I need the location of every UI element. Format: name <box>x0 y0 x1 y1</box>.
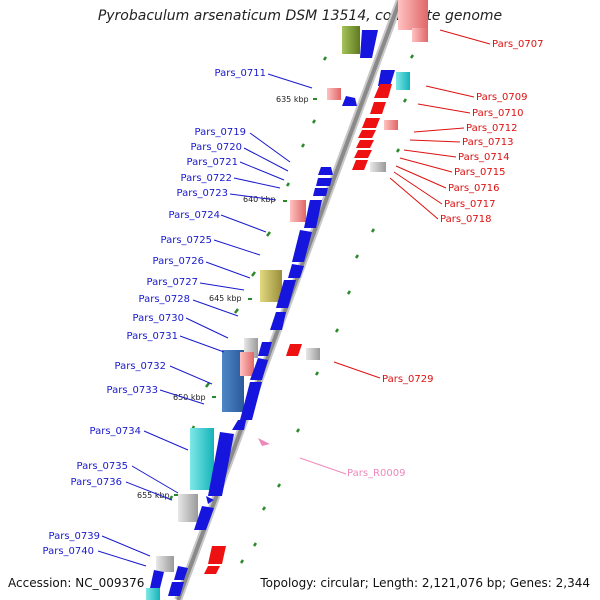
gene-arrow <box>208 546 226 564</box>
accession-label: Accession: NC_009376 <box>8 576 145 590</box>
gene-label-pars_0711: Pars_0711 <box>215 68 266 79</box>
kbp-ticks <box>174 98 317 496</box>
gene-arrow <box>288 264 304 278</box>
gene-box <box>178 494 198 522</box>
gene-box <box>384 120 398 130</box>
gene-box <box>240 352 254 376</box>
gene-arrow <box>206 496 214 504</box>
gene-box <box>306 348 320 360</box>
gene-label-pars_0719: Pars_0719 <box>195 127 246 138</box>
gene-arrow <box>354 150 372 158</box>
gene-arrow <box>286 344 302 356</box>
gene-arrow <box>378 70 395 86</box>
reverse-gene-labels: Pars_0707 Pars_0709 Pars_0710 Pars_0712 Pars… <box>382 39 543 385</box>
gene-label-pars_0726: Pars_0726 <box>153 256 204 267</box>
gene-label-pars_0740: Pars_0740 <box>43 546 94 557</box>
gene-arrow <box>316 178 332 186</box>
gene-arrow <box>360 30 378 58</box>
gene-box <box>290 200 306 222</box>
gene-label-pars_0739: Pars_0739 <box>49 531 100 542</box>
gene-label-pars_0721: Pars_0721 <box>187 157 238 168</box>
gene-label-pars_0723: Pars_0723 <box>177 188 228 199</box>
gene-arrow <box>168 582 184 596</box>
gene-label-pars_0718: Pars_0718 <box>440 214 491 225</box>
gene-label-pars_0725: Pars_0725 <box>161 235 212 246</box>
gene-box <box>342 26 360 54</box>
gene-label-pars_0714: Pars_0714 <box>458 152 509 163</box>
gene-box <box>190 428 214 490</box>
forward-gene-labels: Pars_0711 Pars_0719 Pars_0720 Pars_0721 Pars… <box>43 68 266 557</box>
gene-box <box>370 162 386 172</box>
gene-arrow <box>150 570 164 588</box>
gene-arrow <box>232 420 246 430</box>
gene-arrow <box>342 96 357 106</box>
gene-box <box>156 556 174 572</box>
reverse-strand-features <box>204 0 428 574</box>
gene-box <box>398 0 428 30</box>
gene-arrow <box>292 230 312 262</box>
kbp-label: 650 kbp <box>173 393 206 402</box>
gene-arrow <box>370 102 386 114</box>
gene-box <box>146 588 160 600</box>
gene-label-pars_0707: Pars_0707 <box>492 39 543 50</box>
gene-box <box>222 350 244 412</box>
gene-arrow <box>204 566 220 574</box>
gene-label-pars_r0009: Pars_R0009 <box>347 468 405 479</box>
forward-strand-features <box>146 26 395 600</box>
gene-arrow <box>374 84 392 98</box>
gene-arrow <box>270 312 286 330</box>
rna-arrow <box>258 438 270 446</box>
genome-summary: Topology: circular; Length: 2,121,076 bp… <box>260 576 590 590</box>
gene-label-pars_0735: Pars_0735 <box>77 461 128 472</box>
gene-arrow <box>174 566 188 580</box>
gene-box <box>260 270 282 302</box>
gene-arrow <box>318 167 333 175</box>
gene-label-pars_0722: Pars_0722 <box>181 173 232 184</box>
gene-arrow <box>194 506 214 530</box>
gene-box <box>412 28 428 42</box>
gene-arrow <box>313 188 328 196</box>
kbp-labels: 635 kbp 640 kbp 645 kbp 650 kbp 655 kbp <box>137 95 309 500</box>
gene-arrow <box>352 160 368 170</box>
forward-gene-leaders <box>97 73 313 567</box>
gene-label-pars_0720: Pars_0720 <box>191 142 242 153</box>
gene-arrow <box>358 130 376 138</box>
gene-label-pars_0715: Pars_0715 <box>454 167 505 178</box>
gene-label-pars_0712: Pars_0712 <box>466 123 517 134</box>
kbp-label: 635 kbp <box>276 95 309 104</box>
kbp-label: 640 kbp <box>243 195 276 204</box>
rna-gene-labels: Pars_R0009 <box>347 468 405 479</box>
gene-label-pars_0709: Pars_0709 <box>476 92 527 103</box>
gene-label-pars_0713: Pars_0713 <box>462 137 513 148</box>
gene-arrow <box>208 432 234 496</box>
gene-arrow <box>258 342 272 356</box>
gene-arrow <box>240 382 262 420</box>
gene-label-pars_0732: Pars_0732 <box>115 361 166 372</box>
gene-label-pars_0731: Pars_0731 <box>127 331 178 342</box>
gene-arrow <box>304 200 322 228</box>
gene-label-pars_0736: Pars_0736 <box>71 477 122 488</box>
reverse-gene-leaders <box>333 29 491 379</box>
kbp-label: 645 kbp <box>209 294 242 303</box>
gene-label-pars_0730: Pars_0730 <box>133 313 184 324</box>
kbp-label: 655 kbp <box>137 491 170 500</box>
gene-label-pars_0733: Pars_0733 <box>107 385 158 396</box>
gene-label-pars_0716: Pars_0716 <box>448 183 499 194</box>
gene-arrow <box>250 358 268 380</box>
gene-label-pars_0727: Pars_0727 <box>147 277 198 288</box>
gene-label-pars_0724: Pars_0724 <box>169 210 220 221</box>
gene-label-pars_0729: Pars_0729 <box>382 374 433 385</box>
gene-arrow <box>362 118 380 128</box>
gc-content-ticks <box>168 54 415 564</box>
gene-box <box>327 88 341 100</box>
rna-gene-leaders <box>299 457 347 475</box>
gene-label-pars_0728: Pars_0728 <box>139 294 190 305</box>
gene-arrow <box>356 140 374 148</box>
gene-label-pars_0734: Pars_0734 <box>90 426 141 437</box>
gene-arrow <box>276 280 296 308</box>
gene-label-pars_0710: Pars_0710 <box>472 108 523 119</box>
gene-box <box>396 72 410 90</box>
gene-label-pars_0717: Pars_0717 <box>444 199 495 210</box>
